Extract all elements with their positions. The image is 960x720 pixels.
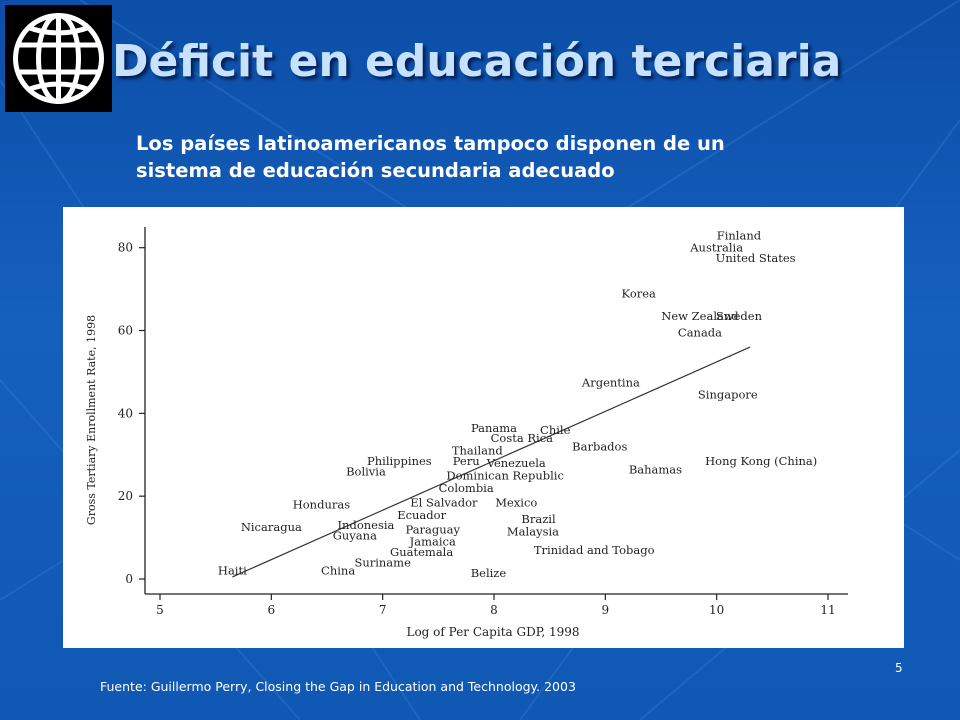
country-point-label: Indonesia — [338, 518, 395, 532]
country-point-label: Suriname — [354, 555, 411, 569]
subtitle-line-1: Los países latinoamericanos tampoco disp… — [136, 132, 725, 155]
country-point-label: Chile — [540, 423, 571, 437]
y-axis-label: Gross Tertiary Enrollment Rate, 1998 — [85, 315, 98, 525]
country-point-label: Haiti — [218, 564, 247, 578]
x-tick-label: 11 — [820, 603, 835, 617]
country-point-label: Singapore — [698, 388, 758, 402]
country-point-label: Brazil — [521, 512, 556, 526]
country-point-label: Barbados — [572, 439, 627, 453]
country-point-label: Honduras — [293, 497, 350, 511]
subtitle-line-2: sistema de educación secundaria adecuado — [136, 159, 615, 182]
country-point-label: Hong Kong (China) — [705, 454, 817, 468]
page-number: 5 — [895, 661, 903, 675]
country-point-label: China — [321, 564, 355, 578]
x-tick-label: 8 — [490, 603, 498, 617]
chart-svg: 5 6 7 8 9 10 11 0 20 40 60 80 Log of Per Capita GDP… — [85, 227, 848, 639]
y-tick-label: 60 — [118, 324, 133, 338]
x-tick-label: 7 — [379, 603, 387, 617]
y-tick-label: 40 — [118, 406, 133, 420]
country-point-label: Australia — [689, 241, 743, 255]
country-point-label: Colombia — [439, 481, 494, 495]
country-point-label: Finland — [717, 228, 762, 242]
country-point-label: Malaysia — [507, 524, 559, 538]
world-bank-logo — [5, 5, 112, 112]
country-point-label: Argentina — [581, 375, 640, 389]
country-point-label: Ecuador — [397, 508, 446, 522]
y-tick-label: 0 — [125, 572, 133, 586]
country-point-label: Thailand — [452, 444, 504, 458]
x-axis-label: Log of Per Capita GDP, 1998 — [406, 625, 579, 639]
country-point-label: Paraguay — [405, 522, 460, 536]
country-point-label: Korea — [622, 286, 657, 300]
slide-subtitle: Los países latinoamericanos tampoco disp… — [136, 130, 896, 184]
country-point-label: El Salvador — [410, 495, 478, 509]
country-point-label: Nicaragua — [241, 520, 302, 534]
country-point-label: Guatemala — [390, 545, 453, 559]
country-point-label: Peru — [453, 454, 480, 468]
source-note: Fuente: Guillermo Perry, Closing the Gap… — [100, 679, 576, 694]
scatter-chart: 5 6 7 8 9 10 11 0 20 40 60 80 Log of Per Capita GDP… — [63, 207, 904, 648]
slide-title: Déficit en educación terciaria — [112, 36, 842, 87]
country-point-label: Mexico — [495, 495, 537, 509]
country-point-label: Panama — [471, 421, 517, 435]
world-bank-globe-icon — [13, 13, 104, 104]
country-point-label: Jamaica — [409, 535, 456, 549]
x-tick-label: 10 — [709, 603, 724, 617]
country-point-label: Canada — [678, 326, 722, 340]
country-point-label: Philippines — [367, 454, 432, 468]
country-point-label: Trinidad and Tobago — [534, 543, 655, 557]
country-point-label: New Zealand — [661, 309, 739, 323]
country-point-label: Bahamas — [629, 462, 682, 476]
x-tick-label: 5 — [156, 603, 164, 617]
country-point-label: Bolivia — [346, 464, 386, 478]
country-point-label: Sweden — [716, 309, 763, 323]
country-point-label: United States — [716, 251, 796, 265]
y-tick-label: 20 — [118, 489, 133, 503]
country-point-label: Venezuela — [486, 456, 546, 470]
country-point-label: Belize — [471, 566, 507, 580]
trend-line — [232, 346, 751, 578]
country-point-label: Dominican Republic — [446, 468, 564, 482]
country-point-label: Costa Rica — [491, 431, 554, 445]
country-point-label: Guyana — [333, 529, 377, 543]
y-tick-label: 80 — [118, 241, 133, 255]
x-tick-label: 9 — [602, 603, 610, 617]
x-tick-label: 6 — [268, 603, 276, 617]
